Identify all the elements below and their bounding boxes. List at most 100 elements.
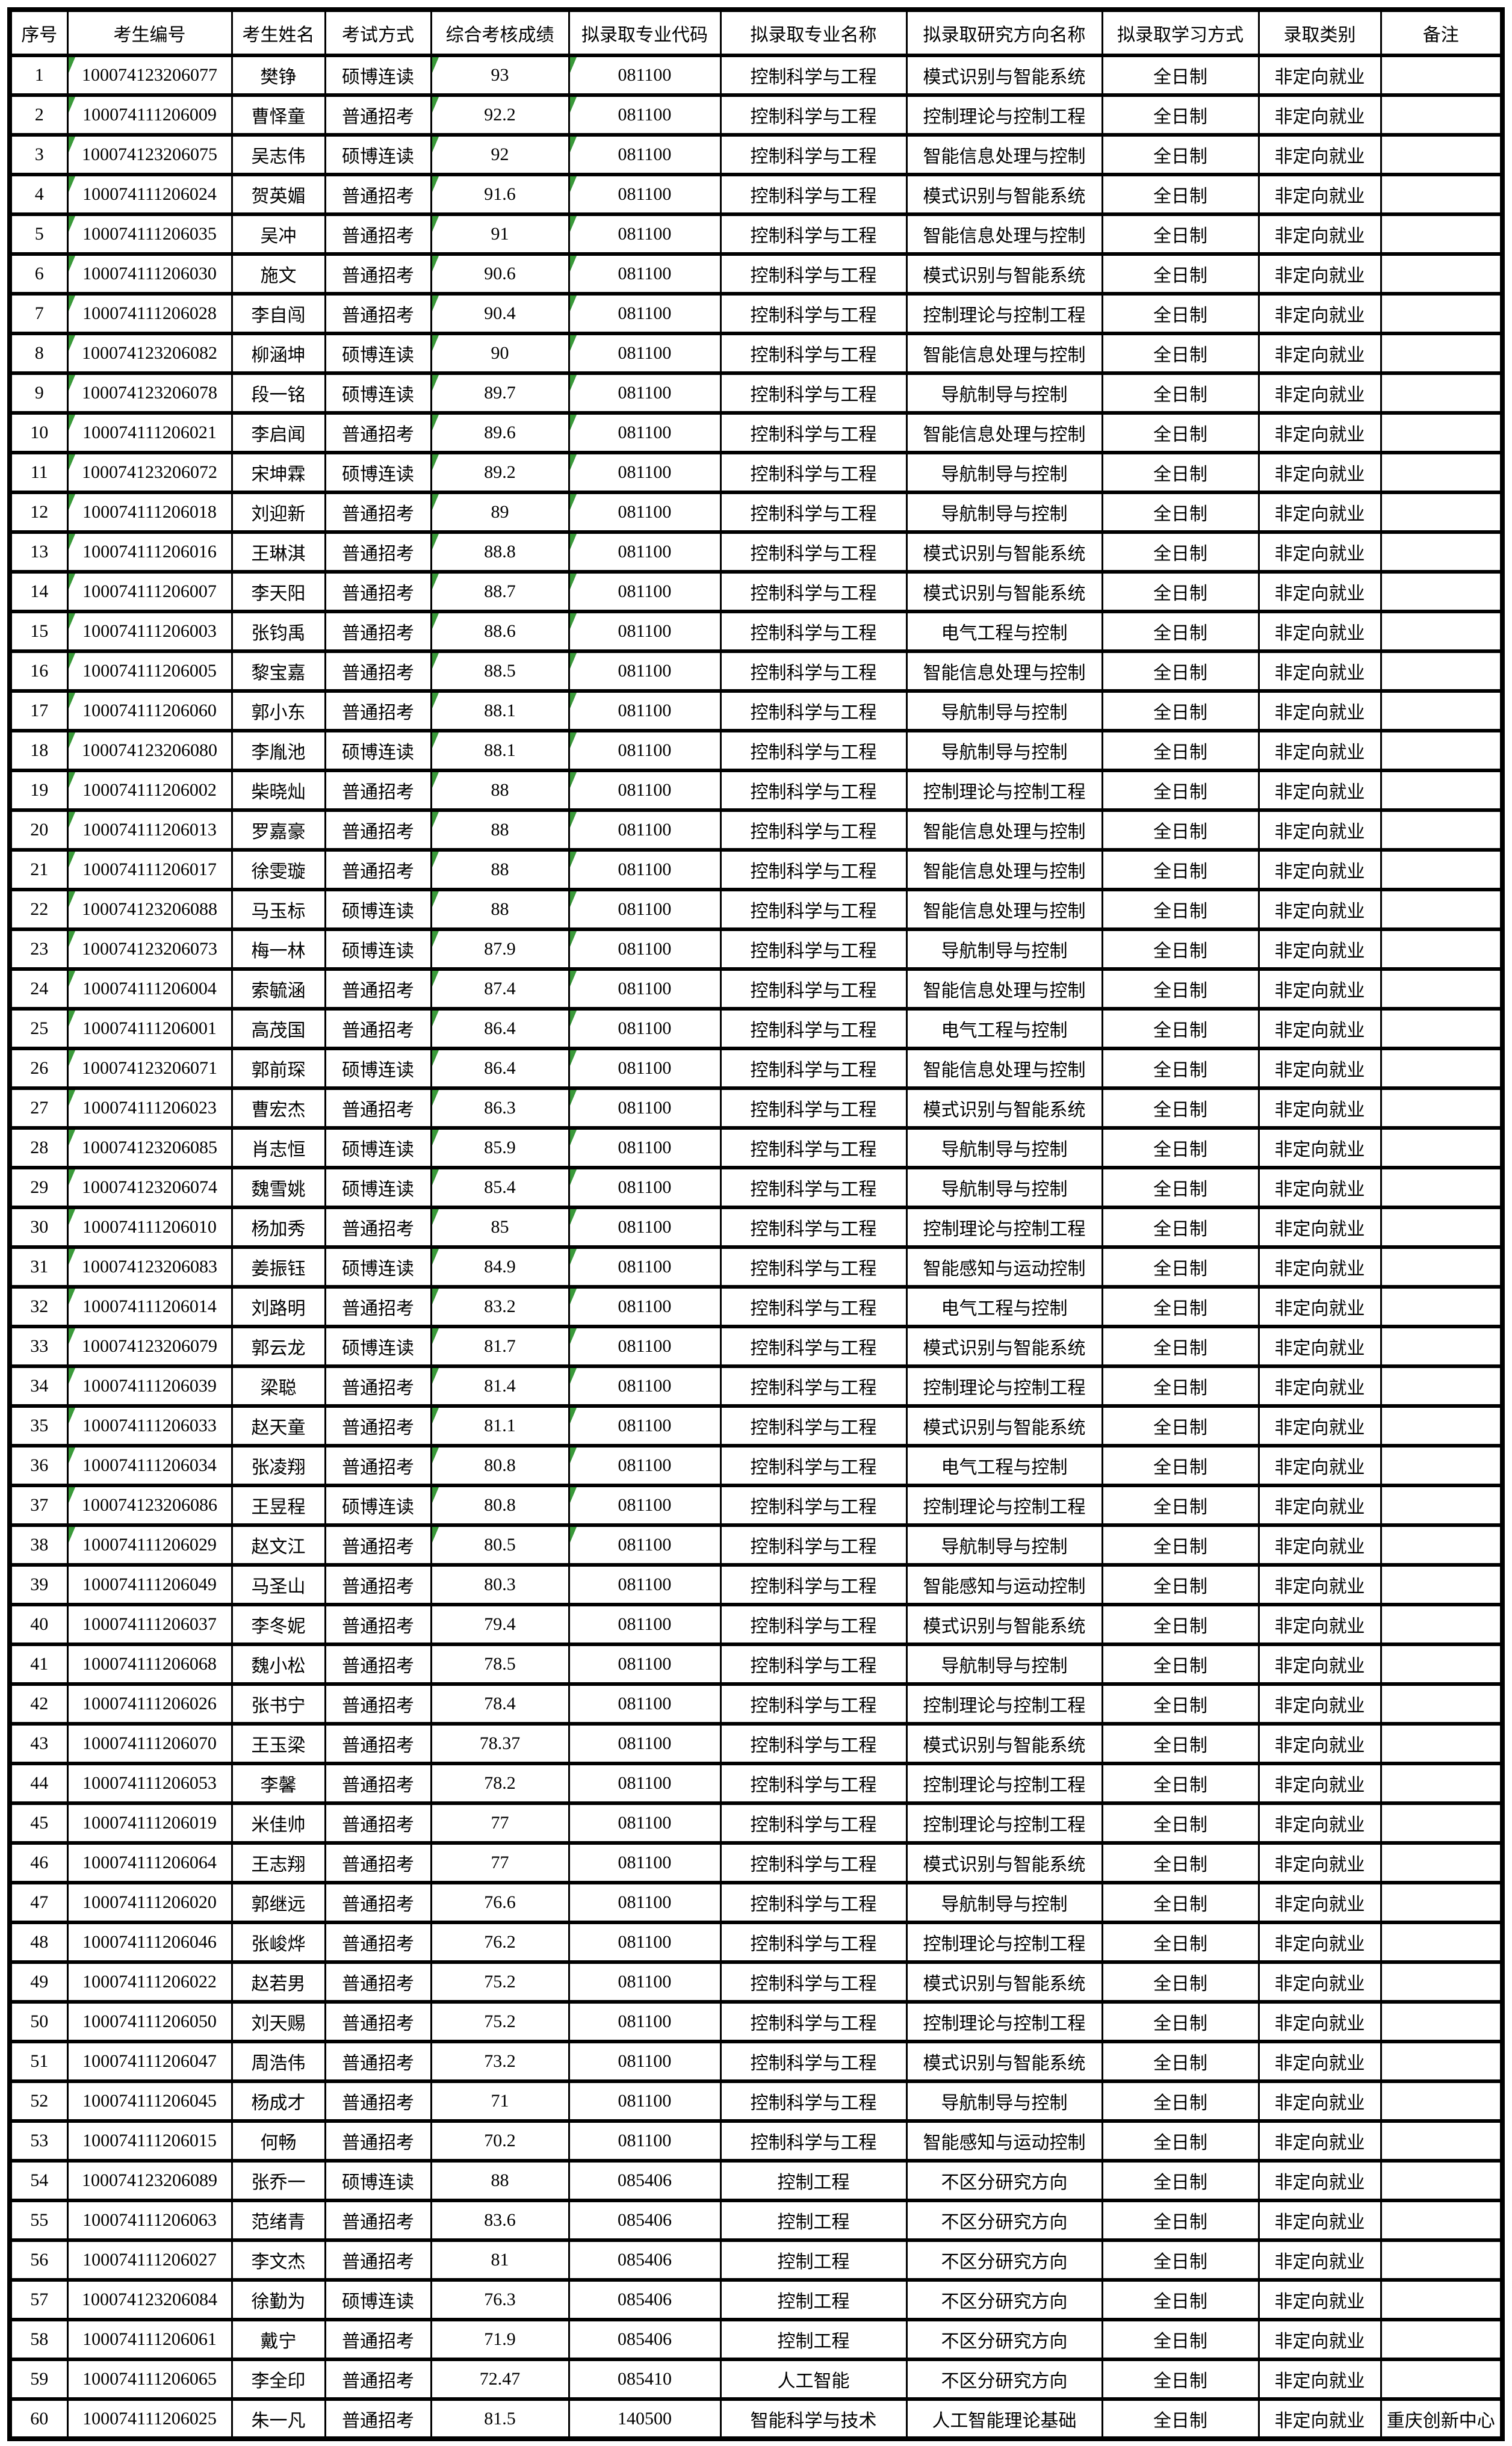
cell-major-code: 081100 — [568, 1603, 722, 1646]
cell-admission-category: 非定向就业 — [1257, 173, 1382, 216]
text-as-number-marker — [433, 1330, 439, 1344]
cell-name: 戴宁 — [231, 2318, 326, 2361]
cell-remark — [1380, 371, 1504, 415]
table-row: 50 100074111206050 刘天赐 普通招考 75.2 081100 … — [8, 2000, 1504, 2043]
cell-major-name: 控制科学与工程 — [719, 2119, 908, 2163]
cell-score: 91.6 — [430, 173, 570, 216]
text-as-number-marker — [571, 138, 577, 152]
cell-research-direction: 模式识别与智能系统 — [905, 1722, 1103, 1765]
cell-major-name: 控制工程 — [719, 2238, 908, 2282]
cell-seq: 54 — [8, 2159, 69, 2202]
text-as-number-marker — [433, 59, 439, 73]
cell-research-direction: 控制理论与控制工程 — [905, 1921, 1103, 1964]
cell-admission-category: 非定向就业 — [1257, 1722, 1382, 1765]
cell-study-mode: 全日制 — [1101, 1523, 1260, 1567]
cell-name: 王琳淇 — [231, 530, 326, 574]
cell-research-direction: 控制理论与控制工程 — [905, 769, 1103, 812]
cell-remark — [1380, 808, 1504, 852]
cell-score: 78.4 — [430, 1682, 570, 1726]
header-research-direction: 拟录取研究方向名称 — [905, 8, 1103, 57]
text-as-number-marker — [571, 496, 577, 510]
cell-remark — [1380, 729, 1504, 772]
cell-score: 81.4 — [430, 1364, 570, 1408]
cell-candidate-id: 100074111206009 — [66, 93, 233, 137]
cell-candidate-id: 100074111206014 — [66, 1285, 233, 1328]
cell-major-code: 081100 — [568, 848, 722, 891]
cell-major-code: 081100 — [568, 54, 722, 97]
cell-research-direction: 智能信息处理与控制 — [905, 1047, 1103, 1090]
cell-major-name: 控制科学与工程 — [719, 1325, 908, 1368]
cell-admission-category: 非定向就业 — [1257, 411, 1382, 454]
cell-seq: 41 — [8, 1643, 69, 1686]
cell-study-mode: 全日制 — [1101, 332, 1260, 375]
table-row: 23 100074123206073 梅一林 硕博连读 87.9 081100 … — [8, 927, 1504, 971]
cell-exam-method: 硕博连读 — [324, 1166, 432, 1209]
cell-score: 88.1 — [430, 729, 570, 772]
cell-research-direction: 模式识别与智能系统 — [905, 1325, 1103, 1368]
cell-exam-method: 普通招考 — [324, 2358, 432, 2401]
cell-candidate-id: 100074111206026 — [66, 1682, 233, 1726]
cell-major-name: 控制科学与工程 — [719, 729, 908, 772]
cell-seq: 57 — [8, 2278, 69, 2321]
cell-major-code: 081100 — [568, 689, 722, 732]
cell-major-name: 控制科学与工程 — [719, 1364, 908, 1408]
cell-remark — [1380, 451, 1504, 494]
cell-research-direction: 智能信息处理与控制 — [905, 133, 1103, 176]
text-as-number-marker — [69, 1171, 75, 1185]
cell-admission-category: 非定向就业 — [1257, 2238, 1382, 2282]
cell-seq: 47 — [8, 1881, 69, 1924]
cell-seq: 7 — [8, 292, 69, 335]
cell-study-mode: 全日制 — [1101, 2119, 1260, 2163]
cell-study-mode: 全日制 — [1101, 411, 1260, 454]
cell-remark — [1380, 1285, 1504, 1328]
cell-score: 81.7 — [430, 1325, 570, 1368]
cell-admission-category: 非定向就业 — [1257, 769, 1382, 812]
text-as-number-marker — [571, 1290, 577, 1304]
cell-name: 吴冲 — [231, 212, 326, 256]
text-as-number-marker — [433, 1092, 439, 1106]
cell-study-mode: 全日制 — [1101, 1801, 1260, 1845]
cell-research-direction: 导航制导与控制 — [905, 689, 1103, 732]
cell-remark — [1380, 610, 1504, 653]
cell-major-code: 081100 — [568, 173, 722, 216]
table-row: 45 100074111206019 米佳帅 普通招考 77 081100 控制… — [8, 1801, 1504, 1845]
cell-research-direction: 智能信息处理与控制 — [905, 967, 1103, 1011]
table-row: 4 100074111206024 贺英媚 普通招考 91.6 081100 控… — [8, 173, 1504, 216]
cell-major-code: 081100 — [568, 1166, 722, 1209]
cell-admission-category: 非定向就业 — [1257, 1603, 1382, 1646]
table-row: 18 100074123206080 李胤池 硕博连读 88.1 081100 … — [8, 729, 1504, 772]
cell-admission-category: 非定向就业 — [1257, 1444, 1382, 1487]
cell-research-direction: 智能信息处理与控制 — [905, 411, 1103, 454]
cell-exam-method: 普通招考 — [324, 1086, 432, 1130]
cell-score: 88 — [430, 769, 570, 812]
cell-major-code: 081100 — [568, 1206, 722, 1249]
cell-remark — [1380, 173, 1504, 216]
cell-major-code: 081100 — [568, 2119, 722, 2163]
text-as-number-marker — [571, 734, 577, 748]
text-as-number-marker — [433, 1171, 439, 1185]
cell-name: 高茂国 — [231, 1007, 326, 1050]
table-row: 9 100074123206078 段一铭 硕博连读 89.7 081100 控… — [8, 371, 1504, 415]
cell-seq: 24 — [8, 967, 69, 1011]
cell-research-direction: 不区分研究方向 — [905, 2358, 1103, 2401]
cell-name: 李天阳 — [231, 570, 326, 613]
cell-seq: 3 — [8, 133, 69, 176]
table-row: 2 100074111206009 曹怿童 普通招考 92.2 081100 控… — [8, 93, 1504, 137]
text-as-number-marker — [69, 575, 75, 589]
cell-seq: 22 — [8, 888, 69, 931]
cell-exam-method: 普通招考 — [324, 1921, 432, 1964]
cell-major-code: 081100 — [568, 1762, 722, 1805]
cell-research-direction: 控制理论与控制工程 — [905, 1762, 1103, 1805]
table-row: 7 100074111206028 李自闯 普通招考 90.4 081100 控… — [8, 292, 1504, 335]
text-as-number-marker — [433, 774, 439, 788]
text-as-number-marker — [571, 1132, 577, 1145]
cell-exam-method: 硕博连读 — [324, 332, 432, 375]
text-as-number-marker — [433, 734, 439, 748]
cell-major-code: 081100 — [568, 1722, 722, 1765]
text-as-number-marker — [69, 138, 75, 152]
cell-major-code: 081100 — [568, 2040, 722, 2083]
cell-remark — [1380, 133, 1504, 176]
cell-study-mode: 全日制 — [1101, 1325, 1260, 1368]
cell-exam-method: 普通招考 — [324, 212, 432, 256]
table-row: 53 100074111206015 何畅 普通招考 70.2 081100 控… — [8, 2119, 1504, 2163]
